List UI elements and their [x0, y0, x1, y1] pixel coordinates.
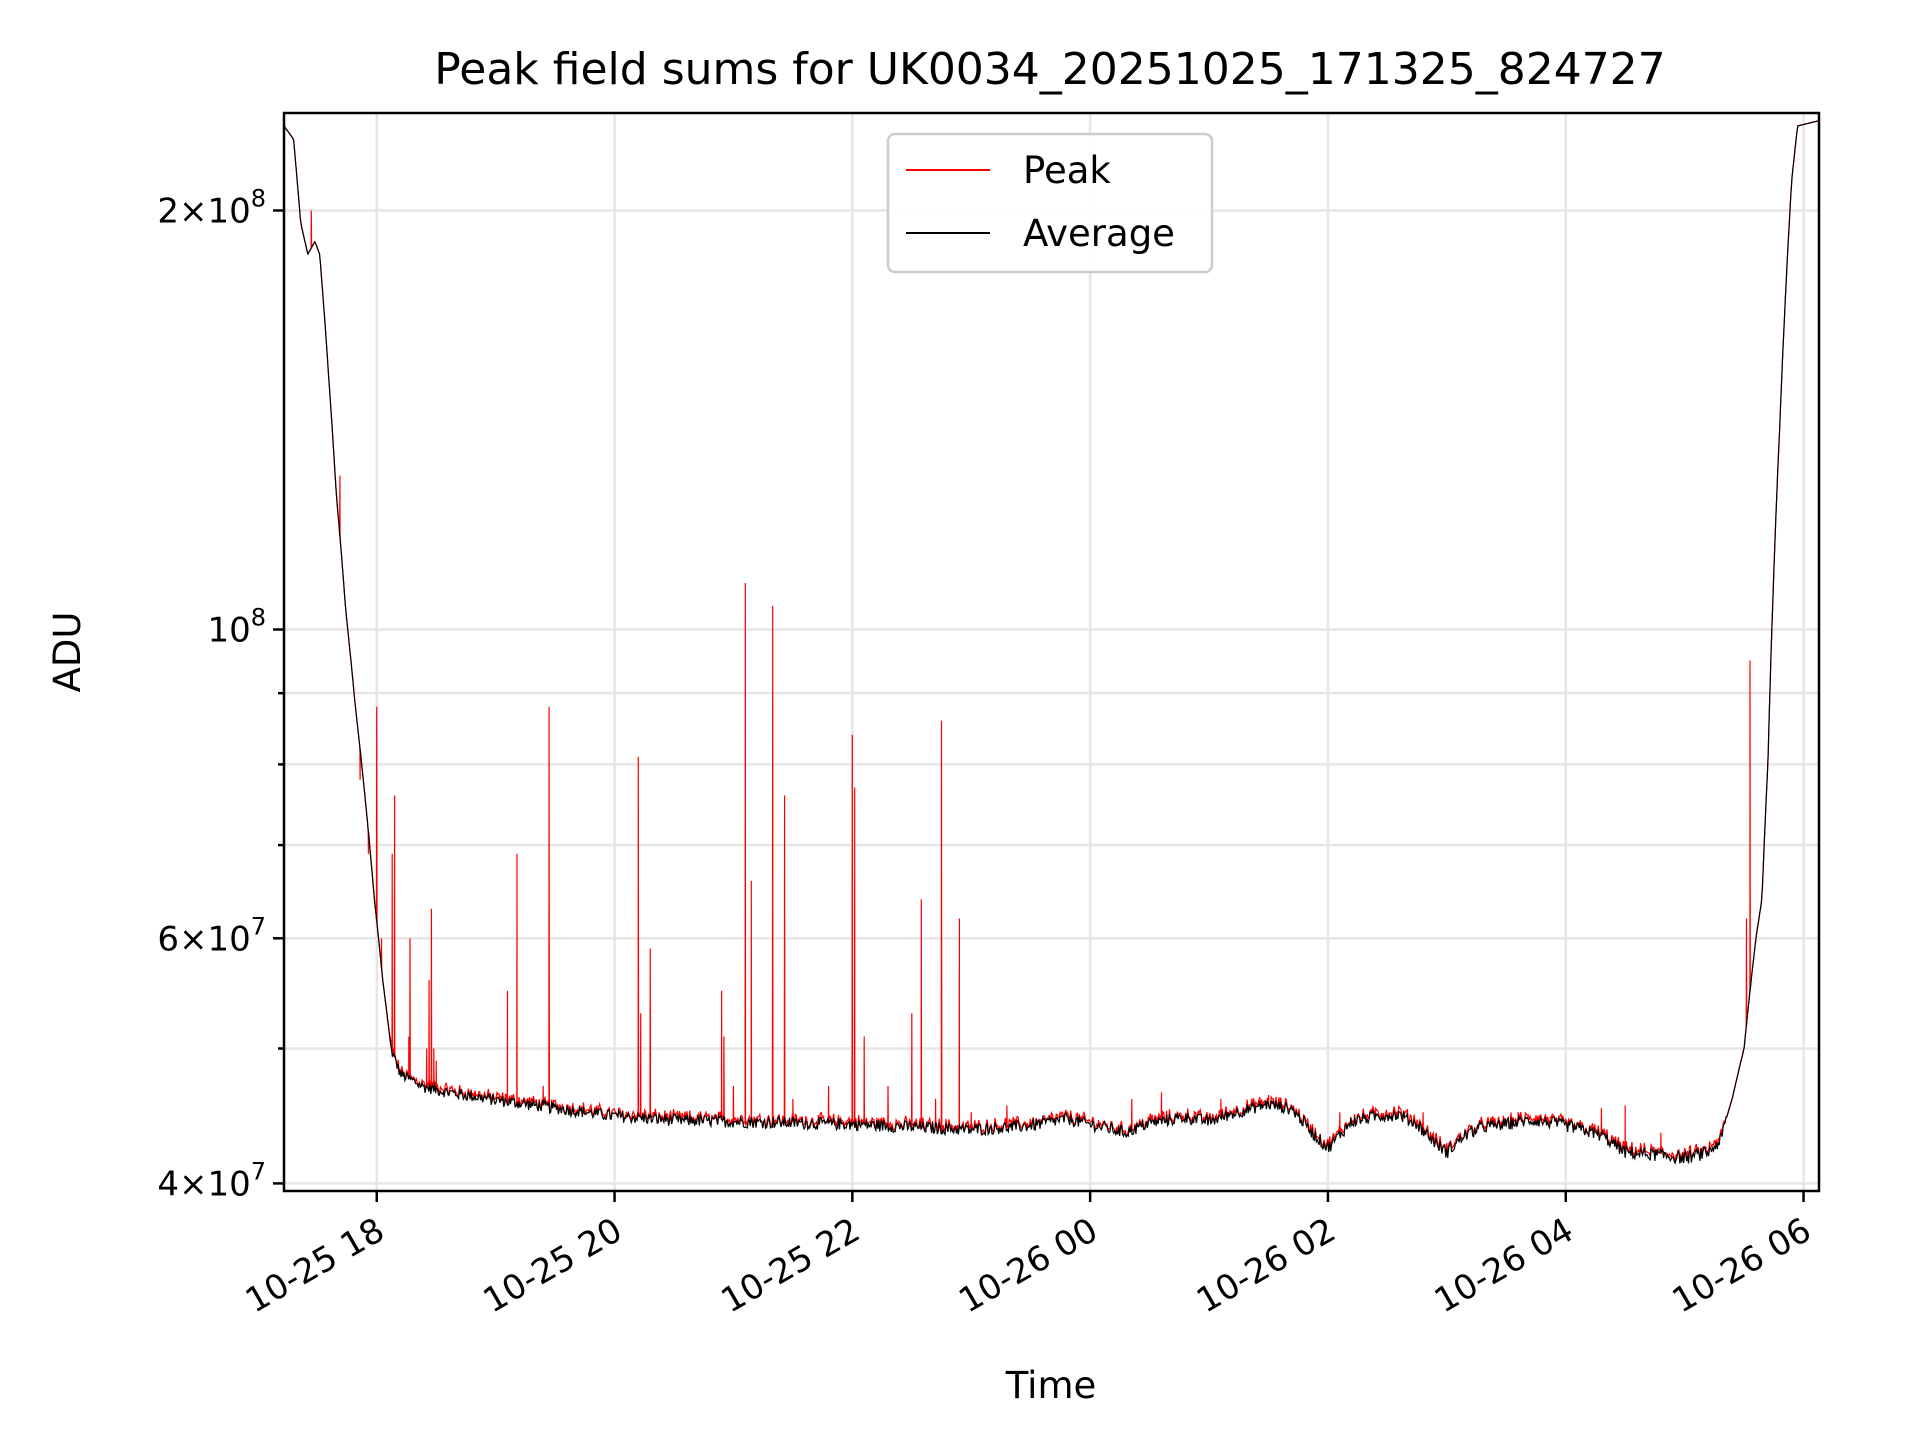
legend-box [886, 132, 1214, 274]
y-tick-label: 4×107 [157, 1157, 266, 1204]
legend: Peak Average [886, 132, 1214, 274]
series-average [283, 120, 1820, 1165]
average-line [283, 120, 1820, 1165]
series-peak [283, 120, 1820, 1162]
x-axis-label: Time [1005, 1364, 1097, 1407]
chart-title: Peak field sums for UK0034_20251025_1713… [434, 44, 1665, 95]
plot-frame [282, 111, 1821, 1193]
y-tick-label: 6×107 [157, 912, 266, 959]
legend-peak-label: Peak [1023, 149, 1111, 192]
y-tick-label: 2×108 [157, 184, 266, 231]
peak-line [283, 120, 1820, 1162]
legend-average-label: Average [1023, 212, 1175, 255]
y-axis-label: ADU [46, 612, 89, 693]
y-axis: 4×107 6×107 108 2×108 [157, 184, 284, 1204]
y-tick-label: 108 [207, 603, 266, 650]
